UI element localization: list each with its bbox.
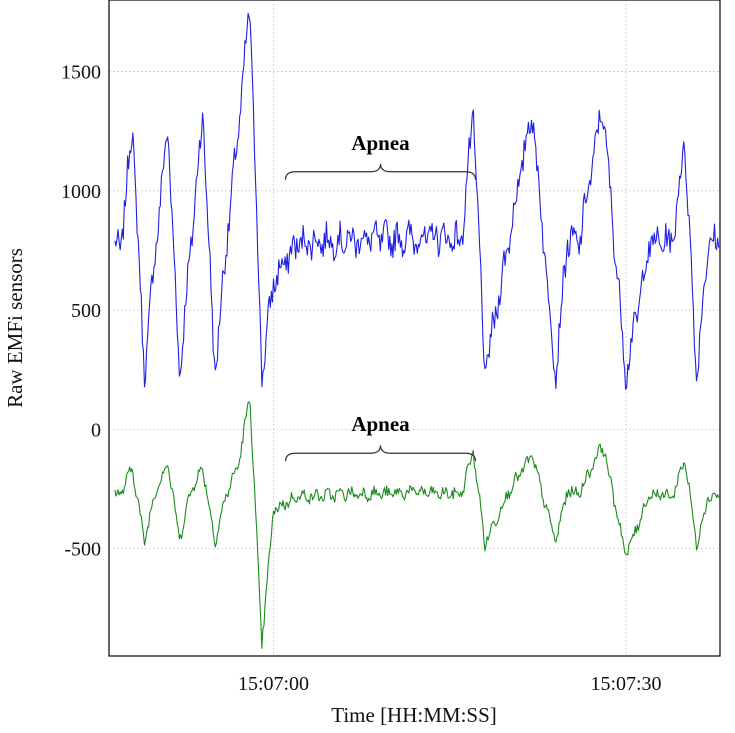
grid-lines <box>109 0 720 656</box>
y-tick-label: -500 <box>64 539 101 561</box>
x-tick-label: 15:07:30 <box>590 673 661 695</box>
y-tick-label: 1000 <box>61 181 101 203</box>
y-axis-ticks: 1500 1000 500 0 -500 <box>61 62 101 561</box>
series-line-lower <box>114 401 720 649</box>
plot-background <box>109 0 720 656</box>
y-axis-label: Raw EMFi sensors <box>3 248 27 408</box>
series-lines <box>114 12 720 649</box>
y-tick-label: 500 <box>71 300 101 322</box>
apnea-label-upper: Apnea <box>351 131 410 155</box>
y-tick-label: 1500 <box>61 62 101 84</box>
apnea-brace-upper <box>284 163 477 180</box>
x-axis-label: Time [HH:MM:SS] <box>331 703 497 727</box>
plot-frame <box>108 0 721 657</box>
y-tick-label: 0 <box>91 419 101 441</box>
x-tick-label: 15:07:00 <box>238 673 309 695</box>
apnea-label-lower: Apnea <box>351 412 410 436</box>
x-axis-ticks: 15:07:00 15:07:30 <box>238 673 662 695</box>
series-line-upper <box>114 12 720 390</box>
